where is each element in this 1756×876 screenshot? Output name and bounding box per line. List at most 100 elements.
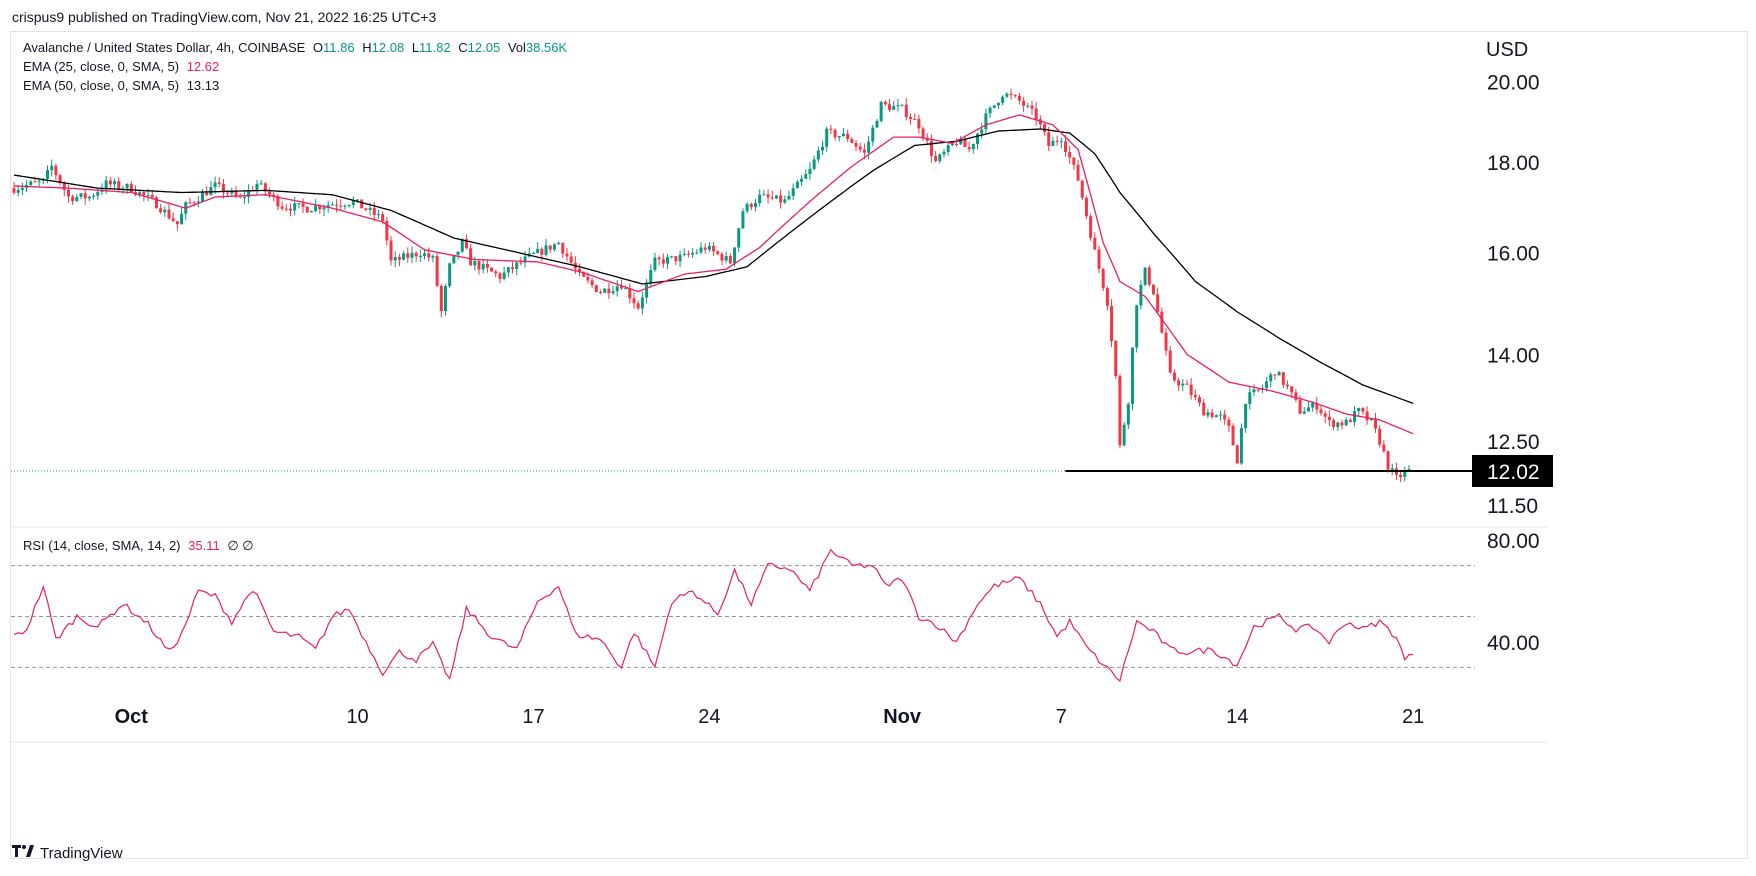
- candle-body: [1147, 267, 1151, 285]
- time-axis-tick: 17: [522, 706, 544, 728]
- candle-body: [1382, 444, 1386, 452]
- current-price-label: 12.02: [1487, 461, 1540, 484]
- candle-body: [615, 286, 619, 292]
- candle-body: [963, 139, 967, 147]
- candle-body: [879, 101, 883, 121]
- candle-body: [406, 253, 410, 258]
- candle-body: [138, 192, 142, 195]
- candle-body: [854, 142, 858, 147]
- candle-body: [104, 180, 108, 190]
- candle-body: [603, 288, 607, 293]
- candle-body: [297, 203, 301, 205]
- footer-brand-label: TradingView: [40, 844, 123, 862]
- candle-body: [980, 129, 984, 134]
- candle-body: [1290, 386, 1294, 393]
- candle-body: [356, 199, 360, 201]
- legend-high-label: H: [362, 40, 372, 55]
- legend-ema50-value: 13.13: [186, 78, 220, 93]
- candle-body: [1327, 416, 1331, 420]
- candle-body: [481, 263, 485, 270]
- time-axis-tick: 14: [1226, 706, 1248, 728]
- candle-body: [1231, 425, 1235, 446]
- legend-open-value: 11.86: [323, 40, 355, 55]
- candle-body: [950, 143, 954, 146]
- candle-body: [456, 251, 460, 255]
- candle-body: [393, 256, 397, 261]
- candle-body: [213, 182, 217, 188]
- legend-ema25[interactable]: EMA (25, close, 0, SMA, 5) 12.62: [23, 59, 219, 74]
- ema25-line: [13, 114, 1414, 435]
- candle-body: [934, 155, 938, 162]
- candle-body: [1059, 141, 1063, 143]
- candle-body: [1273, 374, 1277, 376]
- legend-low-label: L: [411, 40, 420, 55]
- candle-body: [217, 182, 221, 184]
- candle-body: [624, 288, 628, 290]
- candle-body: [779, 195, 783, 203]
- candle-body: [1407, 469, 1411, 471]
- candle-body: [670, 256, 674, 258]
- candle-body: [1122, 424, 1126, 446]
- candle-body: [477, 261, 481, 270]
- candle-body: [996, 102, 1000, 106]
- candle-body: [1084, 197, 1088, 217]
- candle-body: [1348, 419, 1352, 422]
- candle-body: [1403, 470, 1407, 477]
- chart-frame[interactable]: [10, 31, 1748, 859]
- candle-body: [87, 196, 91, 199]
- candle-body: [16, 189, 20, 193]
- legend-rsi-label: RSI (14, close, SMA, 14, 2): [23, 538, 181, 553]
- candle-body: [661, 259, 665, 264]
- candle-body: [837, 136, 841, 138]
- candle-body: [1151, 284, 1155, 295]
- candle-body: [301, 203, 305, 207]
- price-axis-tick: 18.00: [1487, 152, 1540, 175]
- candle-body: [1323, 413, 1327, 417]
- candle-body: [586, 276, 590, 281]
- candle-body: [762, 194, 766, 196]
- footer-brand[interactable]: TradingView: [12, 844, 123, 862]
- candle-body: [234, 191, 238, 196]
- candle-body: [1022, 100, 1026, 106]
- legend-high-value: 12.08: [371, 40, 405, 55]
- candle-body: [733, 247, 737, 264]
- candle-body: [1315, 402, 1319, 410]
- rsi-line: [13, 548, 1414, 683]
- candle-body: [695, 252, 699, 254]
- candle-body: [125, 183, 129, 189]
- candle-body: [121, 188, 125, 190]
- candle-body: [360, 199, 364, 209]
- candle-body: [309, 211, 313, 213]
- candle-body: [883, 101, 887, 105]
- candle-body: [1252, 389, 1256, 393]
- candle-body: [1181, 383, 1185, 386]
- candle-body: [892, 106, 896, 110]
- candle-body: [180, 213, 184, 225]
- time-axis-tick: 10: [346, 706, 368, 728]
- legend-rsi[interactable]: RSI (14, close, SMA, 14, 2) 35.11 ∅ ∅: [23, 538, 254, 554]
- candle-body: [812, 159, 816, 169]
- candle-body: [724, 256, 728, 261]
- candle-body: [552, 244, 556, 250]
- candle-body: [1105, 288, 1109, 306]
- rsi-axis-tick: 40.00: [1487, 632, 1540, 655]
- candle-body: [50, 165, 54, 171]
- candle-body: [142, 192, 146, 196]
- candle-body: [330, 204, 334, 206]
- candle-body: [443, 286, 447, 312]
- candle-body: [741, 211, 745, 229]
- candle-body: [611, 291, 615, 294]
- candle-body: [942, 151, 946, 155]
- legend-ema50-label: EMA (50, close, 0, SMA, 5): [23, 78, 180, 93]
- candle-body: [469, 248, 473, 266]
- candle-body: [293, 203, 297, 211]
- candle-body: [1034, 108, 1038, 120]
- candle-body: [607, 288, 611, 294]
- legend-ema50[interactable]: EMA (50, close, 0, SMA, 5) 13.13: [23, 78, 219, 93]
- candle-body: [523, 256, 527, 263]
- candle-body: [96, 191, 100, 196]
- candle-body: [984, 113, 988, 130]
- tradingview-logo-glyph: [12, 845, 34, 857]
- candle-body: [707, 245, 711, 250]
